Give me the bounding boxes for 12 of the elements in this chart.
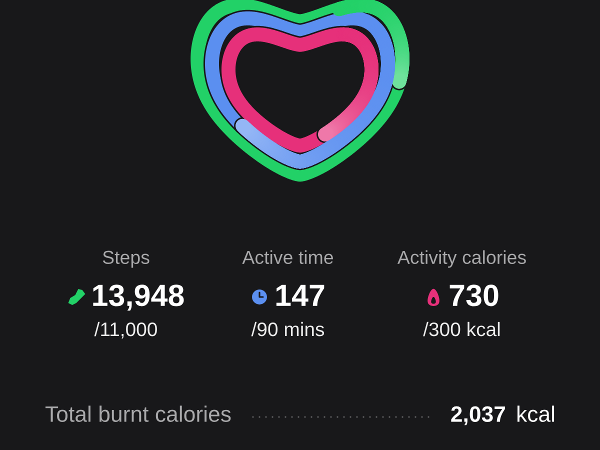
data-label: /90 mins (251, 322, 324, 336)
text: 2,037 (451, 406, 506, 426)
data-label: 147 (276, 284, 324, 306)
category-label: Activity calories (397, 250, 526, 268)
data-label: 13,948 (93, 284, 184, 311)
data-label: /300 kcal (423, 322, 500, 336)
category-label: Active time (242, 250, 334, 264)
category-label: Steps (102, 250, 150, 268)
data-label: /11,000 (94, 322, 157, 339)
text: kcal (517, 406, 554, 422)
text: Total burnt calories (46, 406, 231, 422)
data-label: 730 (450, 284, 498, 306)
